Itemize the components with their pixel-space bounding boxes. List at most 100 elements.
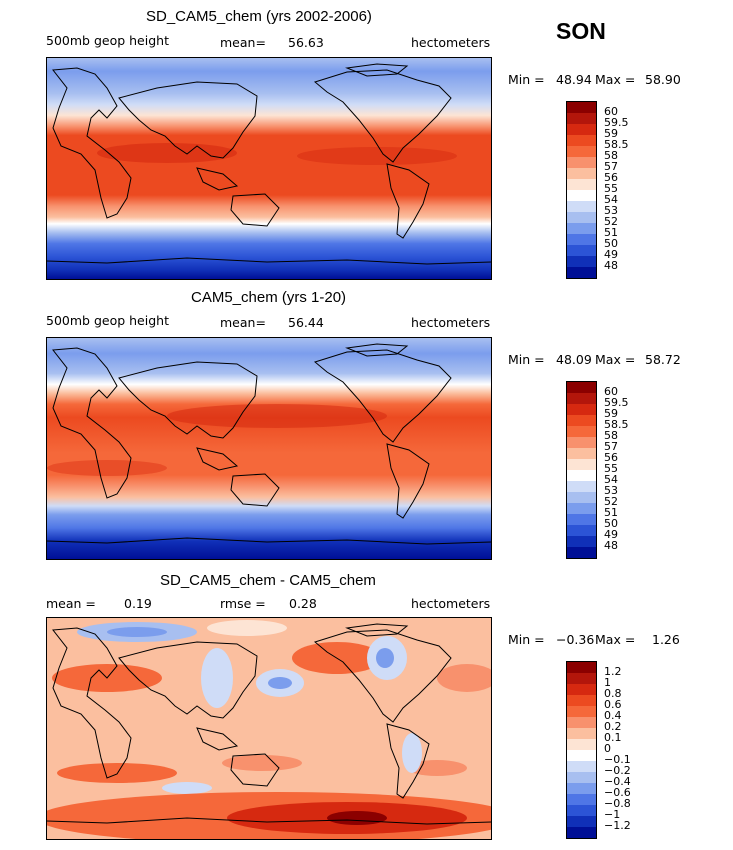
colorbar-tick-label: 53 (604, 204, 618, 217)
colorbar-swatch (567, 190, 596, 201)
coastlines-1 (47, 63, 491, 265)
panel-3-field (47, 618, 491, 839)
colorbar-swatch (567, 135, 596, 146)
colorbar-swatch (567, 168, 596, 179)
colorbar-tick-label: 0.1 (604, 731, 622, 744)
panel-3-max-value: 1.26 (652, 632, 680, 647)
panel-2-max-value: 58.72 (645, 352, 681, 367)
panel-1-map (46, 57, 492, 280)
colorbar-tick-label: 57 (604, 160, 618, 173)
colorbar-tick-label: 0.6 (604, 698, 622, 711)
panel-3-units: hectometers (411, 596, 491, 611)
colorbar-swatch (567, 827, 596, 838)
colorbar-tick-label: 0.2 (604, 720, 622, 733)
panel-3-max-label: Max = (595, 632, 636, 647)
panel-3-map (46, 617, 492, 840)
panel-3-title: SD_CAM5_chem - CAM5_chem (160, 572, 376, 589)
panel-2-colorbar-labels: 60 59.5 59 58.5 58 57 56 55 54 53 52 51 50 49 48 (604, 386, 629, 552)
panel-3-rmse-label: rmse = (220, 596, 266, 611)
colorbar-tick-label: 59.5 (604, 116, 629, 129)
panel-2-min-label: Min = (508, 352, 545, 367)
coastlines-2 (47, 343, 491, 545)
panel-1-field (47, 58, 491, 279)
colorbar-swatch (567, 245, 596, 256)
colorbar-tick-label: 59 (604, 127, 618, 140)
panel-2-title: CAM5_chem (yrs 1-20) (191, 289, 347, 306)
colorbar-swatch (567, 673, 596, 684)
colorbar-swatch (567, 761, 596, 772)
colorbar-tick-label: 51 (604, 506, 618, 519)
colorbar-swatch (567, 772, 596, 783)
coastlines-3 (47, 623, 491, 825)
panel-1-max-value: 58.90 (645, 72, 681, 87)
colorbar-swatch (567, 816, 596, 827)
colorbar-tick-label: 56 (604, 451, 618, 464)
colorbar-swatch (567, 267, 596, 278)
colorbar-tick-label: 50 (604, 237, 618, 250)
colorbar-tick-label: 52 (604, 495, 618, 508)
colorbar-tick-label: 59.5 (604, 396, 629, 409)
colorbar-tick-label: −0.4 (604, 775, 631, 788)
colorbar-swatch (567, 223, 596, 234)
colorbar-swatch (567, 234, 596, 245)
panel-1-min-value: 48.94 (556, 72, 592, 87)
colorbar-swatch (567, 739, 596, 750)
season-label: SON (556, 18, 606, 44)
colorbar-tick-label: 0.8 (604, 687, 622, 700)
colorbar-swatch (567, 201, 596, 212)
colorbar-tick-label: 53 (604, 484, 618, 497)
colorbar-swatch (567, 393, 596, 404)
colorbar-swatch (567, 415, 596, 426)
colorbar-swatch (567, 113, 596, 124)
colorbar-tick-label: 52 (604, 215, 618, 228)
colorbar-swatch (567, 426, 596, 437)
panel-1-mean-label: mean= (220, 35, 266, 50)
panel-3-min-value: −0.36 (556, 632, 595, 647)
colorbar-tick-label: 58 (604, 429, 618, 442)
panel-3-colorbar (566, 661, 597, 839)
colorbar-tick-label: −1 (604, 808, 621, 821)
colorbar-swatch (567, 536, 596, 547)
colorbar-tick-label: 59 (604, 407, 618, 420)
colorbar-swatch (567, 146, 596, 157)
colorbar-swatch (567, 492, 596, 503)
colorbar-swatch (567, 481, 596, 492)
colorbar-tick-label: 58 (604, 149, 618, 162)
colorbar-swatch (567, 382, 596, 393)
colorbar-tick-label: −0.2 (604, 764, 631, 777)
colorbar-swatch (567, 783, 596, 794)
panel-3-mean-label: mean = (46, 596, 96, 611)
colorbar-tick-label: 55 (604, 462, 618, 475)
colorbar-swatch (567, 212, 596, 223)
colorbar-swatch (567, 662, 596, 673)
colorbar-tick-label: −0.1 (604, 753, 631, 766)
colorbar-swatch (567, 503, 596, 514)
panel-2-map (46, 337, 492, 560)
colorbar-swatch (567, 470, 596, 481)
colorbar-swatch (567, 547, 596, 558)
panel-2-mean-label: mean= (220, 315, 266, 330)
colorbar-tick-label: 48 (604, 259, 618, 272)
panel-3-colorbar-labels: 1.2 1 0.8 0.6 0.4 0.2 0.1 0 −0.1 −0.2 −0.4 −0.6 −0.8… (604, 665, 631, 832)
colorbar-tick-label: 0 (604, 742, 611, 755)
colorbar-tick-label: 51 (604, 226, 618, 239)
panel-2-mean-value: 56.44 (288, 315, 324, 330)
panel-2-colorbar (566, 381, 597, 559)
colorbar-swatch (567, 706, 596, 717)
panel-3-mean-value: 0.19 (124, 596, 152, 611)
colorbar-tick-label: 54 (604, 473, 618, 486)
panel-2-min-value: 48.09 (556, 352, 592, 367)
panel-1-max-label: Max = (595, 72, 636, 87)
colorbar-swatch (567, 728, 596, 739)
colorbar-tick-label: 49 (604, 248, 618, 261)
colorbar-tick-label: 0.4 (604, 709, 622, 722)
colorbar-swatch (567, 750, 596, 761)
panel-2-units: hectometers (411, 315, 491, 330)
colorbar-tick-label: 1.2 (604, 665, 622, 678)
colorbar-swatch (567, 805, 596, 816)
panel-2-max-label: Max = (595, 352, 636, 367)
colorbar-swatch (567, 437, 596, 448)
colorbar-tick-label: −1.2 (604, 819, 631, 832)
panel-2-variable: 500mb geop height (46, 313, 169, 328)
panel-1-variable: 500mb geop height (46, 33, 169, 48)
